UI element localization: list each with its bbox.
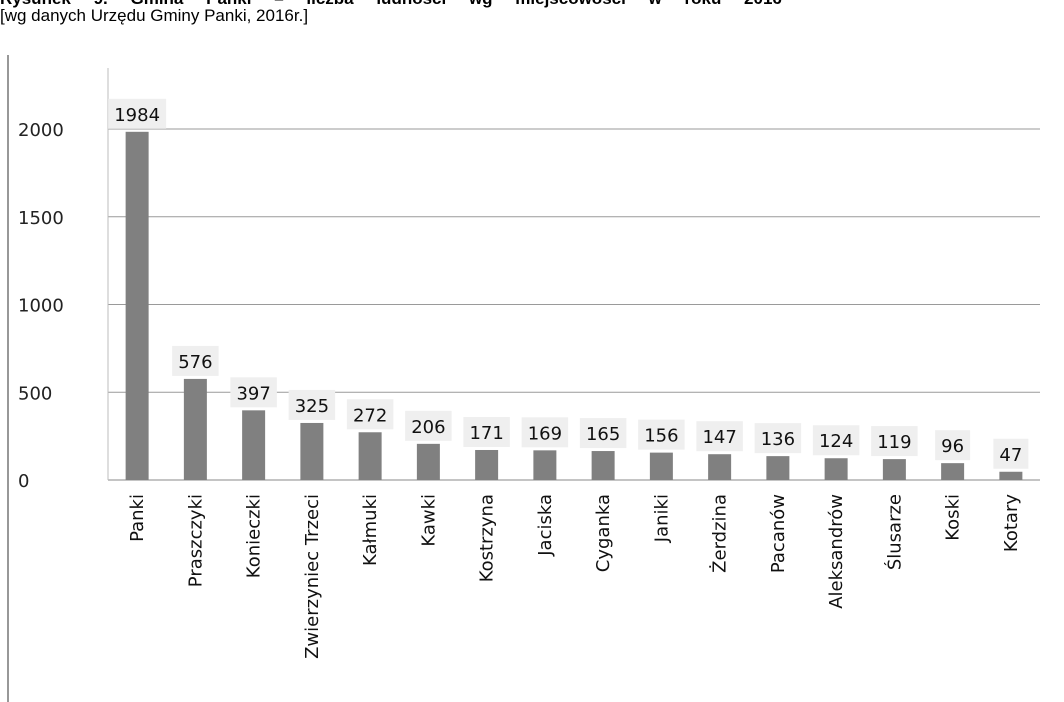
data-label-bg (871, 426, 918, 457)
data-label-bg (172, 345, 219, 376)
bar (941, 463, 965, 480)
data-label-bg (754, 423, 802, 454)
y-tick-label: 0 (18, 471, 29, 492)
x-tick-label: Ślusarze (883, 494, 905, 570)
data-label-bg (108, 98, 167, 129)
data-label: 165 (586, 424, 620, 445)
data-label: 96 (941, 436, 964, 457)
data-label-bg (696, 421, 743, 452)
y-tick-label: 1500 (18, 208, 64, 229)
data-label-bg (521, 417, 569, 448)
bar (242, 410, 266, 480)
x-tick-label: Aleksandrów (826, 494, 847, 609)
data-label: 206 (411, 417, 445, 438)
data-label-bg (638, 419, 685, 450)
figure-caption-source: [wg danych Urzędu Gminy Panki, 2016r.] (0, 6, 309, 25)
y-tick-label: 500 (18, 383, 52, 404)
x-tick-label: Konieczki (244, 494, 265, 578)
data-label-bg (346, 399, 394, 430)
data-label-bg (405, 410, 452, 441)
data-label-bg (579, 418, 627, 449)
data-label: 325 (295, 396, 329, 417)
data-label: 136 (761, 429, 795, 450)
data-label-bg (935, 430, 971, 461)
data-label: 156 (644, 426, 678, 447)
bar (300, 422, 324, 480)
bar (649, 452, 673, 480)
x-tick-label: Jaciska (535, 494, 556, 557)
data-label-bg (812, 425, 860, 456)
figure-caption-title: Rysunek 9. Gmina Panki – liczba ludności… (0, 0, 782, 9)
bar (999, 471, 1023, 480)
data-label-bg (463, 416, 510, 447)
bar (475, 449, 499, 480)
bar (766, 456, 790, 480)
data-label: 147 (702, 427, 736, 448)
x-axis-labels: Panki Praszczyki Konieczki Zwierzyniec Trze… (127, 494, 1022, 659)
bar (591, 451, 615, 480)
bar (416, 443, 440, 480)
data-label: 576 (178, 352, 212, 373)
bar (183, 378, 207, 480)
data-label: 124 (819, 431, 853, 452)
bar (824, 458, 848, 480)
x-tick-label: Żerdzina (710, 494, 731, 573)
x-tick-label: Kałmuki (360, 494, 381, 566)
data-labels: 1984 576 397 325 272 206 171 169 165 156 147 136 124… (108, 98, 1029, 469)
data-label: 1984 (114, 105, 160, 126)
bar (358, 432, 382, 480)
data-label: 119 (877, 432, 911, 453)
data-label: 171 (469, 423, 503, 444)
x-tick-label: Cyganka (593, 494, 614, 572)
x-tick-label: Panki (127, 494, 148, 542)
bar (533, 450, 557, 480)
bar (125, 131, 149, 481)
data-label: 397 (236, 383, 270, 404)
data-label-bg (993, 438, 1029, 469)
y-tick-label: 2000 (18, 120, 64, 141)
x-tick-label: Pacanów (768, 494, 789, 573)
y-tick-label: 1000 (18, 296, 64, 317)
bar (882, 459, 906, 480)
x-tick-label: Kawki (418, 494, 439, 547)
x-tick-label: Janiki (651, 494, 672, 543)
x-tick-label: Kostrzyna (477, 494, 498, 582)
bar (708, 454, 732, 480)
data-label: 272 (353, 405, 387, 426)
y-axis-ticks: 0 500 1000 1500 2000 (18, 120, 64, 492)
x-tick-label: Praszczyki (185, 494, 206, 587)
x-tick-label: Zwierzyniec Trzeci (302, 494, 323, 659)
data-label: 169 (528, 423, 562, 444)
data-label-bg (230, 377, 277, 408)
x-tick-label: Kotary (1001, 494, 1022, 552)
bars (125, 131, 1023, 481)
data-label-bg (288, 389, 336, 420)
x-tick-label: Koski (943, 494, 964, 541)
data-label: 47 (999, 445, 1022, 466)
